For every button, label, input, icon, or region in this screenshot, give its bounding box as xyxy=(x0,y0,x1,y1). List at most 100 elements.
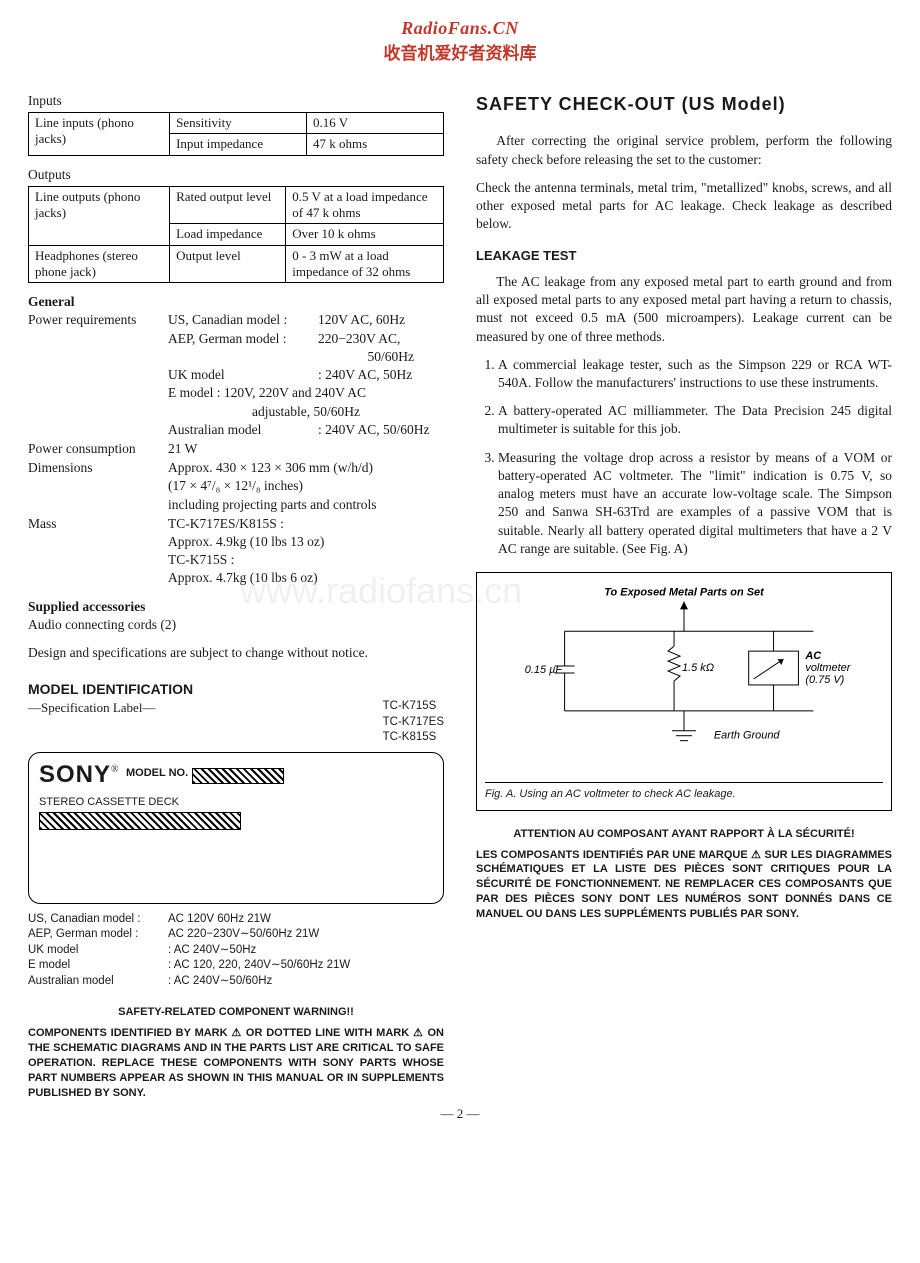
modelno-label: MODEL NO. xyxy=(126,767,188,779)
site-header: RadioFans.CN 收音机爱好者资料库 xyxy=(28,18,892,64)
method-3: Measuring the voltage drop across a resi… xyxy=(498,449,892,558)
outputs-table: Line outputs (phono jacks) Rated output … xyxy=(28,186,444,283)
method-1: A commercial leakage tester, such as the… xyxy=(498,356,892,392)
power-req-val: US, Canadian model :120V AC, 60Hz AEP, G… xyxy=(168,311,444,439)
svg-text:1.5 kΩ: 1.5 kΩ xyxy=(682,662,714,674)
pr-l1b: 120V AC, 60Hz xyxy=(318,311,405,329)
ml2a: UK model xyxy=(28,943,168,959)
out-a1: Rated output level xyxy=(170,186,286,224)
general-heading: General xyxy=(28,293,444,311)
svg-text:0.15 µF: 0.15 µF xyxy=(525,664,564,676)
safety-checkout-heading: SAFETY CHECK-OUT (US Model) xyxy=(476,92,892,116)
model-list: TC-K715S TC-K717ES TC-K815S xyxy=(383,699,444,746)
hatch-icon xyxy=(192,768,284,784)
left-column: Inputs Line inputs (phono jacks) Sensiti… xyxy=(28,92,444,1100)
sony-logo: SONY xyxy=(39,761,111,788)
spec-label-box: SONY® MODEL NO. STEREO CASSETTE DECK xyxy=(28,752,444,904)
pr-l5b: : 240V AC, 50/60Hz xyxy=(318,421,430,439)
dim-row: Dimensions Approx. 430 × 123 × 306 mm (w… xyxy=(28,459,444,514)
svg-text:AC: AC xyxy=(804,650,822,662)
inputs-r2c2: 47 k ohms xyxy=(307,134,444,155)
leakage-heading: LEAKAGE TEST xyxy=(476,247,892,265)
methods-list: A commercial leakage tester, such as the… xyxy=(476,356,892,558)
inputs-label: Inputs xyxy=(28,92,444,110)
svg-text:Earth Ground: Earth Ground xyxy=(714,730,781,742)
pr-l2c: 50/60Hz xyxy=(168,348,444,366)
para-3: The AC leakage from any exposed metal pa… xyxy=(476,273,892,346)
ml4b: : AC 240V∼50/60Hz xyxy=(168,974,272,990)
out-a2: 0.5 V at a load impedance of 47 k ohms xyxy=(286,186,444,224)
ml1b: AC 220−230V∼50/60Hz 21W xyxy=(168,927,319,943)
pcons-row: Power consumption 21 W xyxy=(28,440,444,458)
circuit-svg: To Exposed Metal Parts on Set 0.15 µF xyxy=(485,581,883,771)
dim-v2: (17 × 4⁷/₈ × 12¹/₈ inches) xyxy=(168,477,444,495)
inputs-r2c1: Input impedance xyxy=(170,134,307,155)
ml4a: Australian model xyxy=(28,974,168,990)
svg-text:(0.75 V): (0.75 V) xyxy=(805,674,844,686)
inputs-table: Line inputs (phono jacks) Sensitivity 0.… xyxy=(28,112,444,156)
pr-l4: E model : 120V, 220V and 240V AC xyxy=(168,384,444,402)
outputs-label: Outputs xyxy=(28,166,444,184)
out-b1: Load impedance xyxy=(170,224,286,245)
pr-l1a: US, Canadian model : xyxy=(168,311,318,329)
out-c1: Output level xyxy=(170,245,286,283)
power-req-key: Power requirements xyxy=(28,311,168,439)
para-2: Check the antenna terminals, metal trim,… xyxy=(476,179,892,234)
pr-l2a: AEP, German model : xyxy=(168,330,318,348)
pcons-k: Power consumption xyxy=(28,440,168,458)
out-a0: Line outputs (phono jacks) xyxy=(29,186,170,245)
header-line2: 收音机爱好者资料库 xyxy=(28,39,892,64)
svg-text:voltmeter: voltmeter xyxy=(805,662,851,674)
dim-v: Approx. 430 × 123 × 306 mm (w/h/d) (17 ×… xyxy=(168,459,444,514)
mass-row: Mass TC-K717ES/K815S : Approx. 4.9kg (10… xyxy=(28,515,444,588)
warning-en: SAFETY-RELATED COMPONENT WARNING!! COMPO… xyxy=(28,1005,444,1100)
pr-l3b: : 240V AC, 50Hz xyxy=(318,366,412,384)
warn-fr-body: LES COMPOSANTS IDENTIFIÉS PAR UNE MARQUE… xyxy=(476,848,892,922)
dim-v3: including projecting parts and controls xyxy=(168,496,444,514)
dim-k: Dimensions xyxy=(28,459,168,514)
model-id-sub: —Specification Label— TC-K715S TC-K717ES… xyxy=(28,699,444,746)
supplied-heading: Supplied accessories xyxy=(28,598,444,616)
ml0b: AC 120V 60Hz 21W xyxy=(168,912,271,928)
pr-l2b: 220−230V AC, xyxy=(318,330,400,348)
mass-k: Mass xyxy=(28,515,168,588)
stereo-cassette-deck: STEREO CASSETTE DECK xyxy=(39,795,433,810)
supplied-value: Audio connecting cords (2) xyxy=(28,616,444,634)
header-line1: RadioFans.CN xyxy=(28,18,892,39)
ml0a: US, Canadian model : xyxy=(28,912,168,928)
para-1: After correcting the original service pr… xyxy=(476,132,892,168)
ml3a: E model xyxy=(28,958,168,974)
model-lines: US, Canadian model :AC 120V 60Hz 21W AEP… xyxy=(28,912,444,990)
ml2b: : AC 240V∼50Hz xyxy=(168,943,256,959)
right-column: SAFETY CHECK-OUT (US Model) After correc… xyxy=(476,92,892,922)
dim-v1: Approx. 430 × 123 × 306 mm (w/h/d) xyxy=(168,459,444,477)
figure-caption: Fig. A. Using an AC voltmeter to check A… xyxy=(485,782,883,802)
method-2: A battery-operated AC milliammeter. The … xyxy=(498,402,892,438)
warn-fr-title: ATTENTION AU COMPOSANT AYANT RAPPORT À L… xyxy=(476,827,892,842)
inputs-r1c1: Sensitivity xyxy=(170,113,307,134)
pr-l4b: adjustable, 50/60Hz xyxy=(168,403,444,421)
mass-v1: TC-K717ES/K815S : xyxy=(168,515,444,533)
inputs-c0: Line inputs (phono jacks) xyxy=(29,113,170,156)
svg-text:To Exposed Metal Parts on Set: To Exposed Metal Parts on Set xyxy=(604,586,765,598)
warning-fr: ATTENTION AU COMPOSANT AYANT RAPPORT À L… xyxy=(476,827,892,922)
ml3b: : AC 120, 220, 240V∼50/60Hz 21W xyxy=(168,958,350,974)
out-b2: Over 10 k ohms xyxy=(286,224,444,245)
pr-l3a: UK model xyxy=(168,366,318,384)
inputs-r1c2: 0.16 V xyxy=(307,113,444,134)
mass-v2: Approx. 4.9kg (10 lbs 13 oz) xyxy=(168,533,444,551)
mass-v: TC-K717ES/K815S : Approx. 4.9kg (10 lbs … xyxy=(168,515,444,588)
pcons-v: 21 W xyxy=(168,440,444,458)
pr-l5a: Australian model xyxy=(168,421,318,439)
two-columns: Inputs Line inputs (phono jacks) Sensiti… xyxy=(28,92,892,1100)
warn-en-title: SAFETY-RELATED COMPONENT WARNING!! xyxy=(28,1005,444,1020)
power-req-row: Power requirements US, Canadian model :1… xyxy=(28,311,444,439)
hatch-wide-icon xyxy=(39,812,241,830)
figure-a: To Exposed Metal Parts on Set 0.15 µF xyxy=(476,572,892,811)
ml1a: AEP, German model : xyxy=(28,927,168,943)
spec-label-text: —Specification Label— xyxy=(28,699,155,746)
mass-v4: Approx. 4.7kg (10 lbs 6 oz) xyxy=(168,569,444,587)
page: RadioFans.CN 收音机爱好者资料库 www.radiofans.cn … xyxy=(0,0,920,1146)
out-c2: 0 - 3 mW at a load impedance of 32 ohms xyxy=(286,245,444,283)
warn-en-body: COMPONENTS IDENTIFIED BY MARK ⚠ OR DOTTE… xyxy=(28,1026,444,1100)
